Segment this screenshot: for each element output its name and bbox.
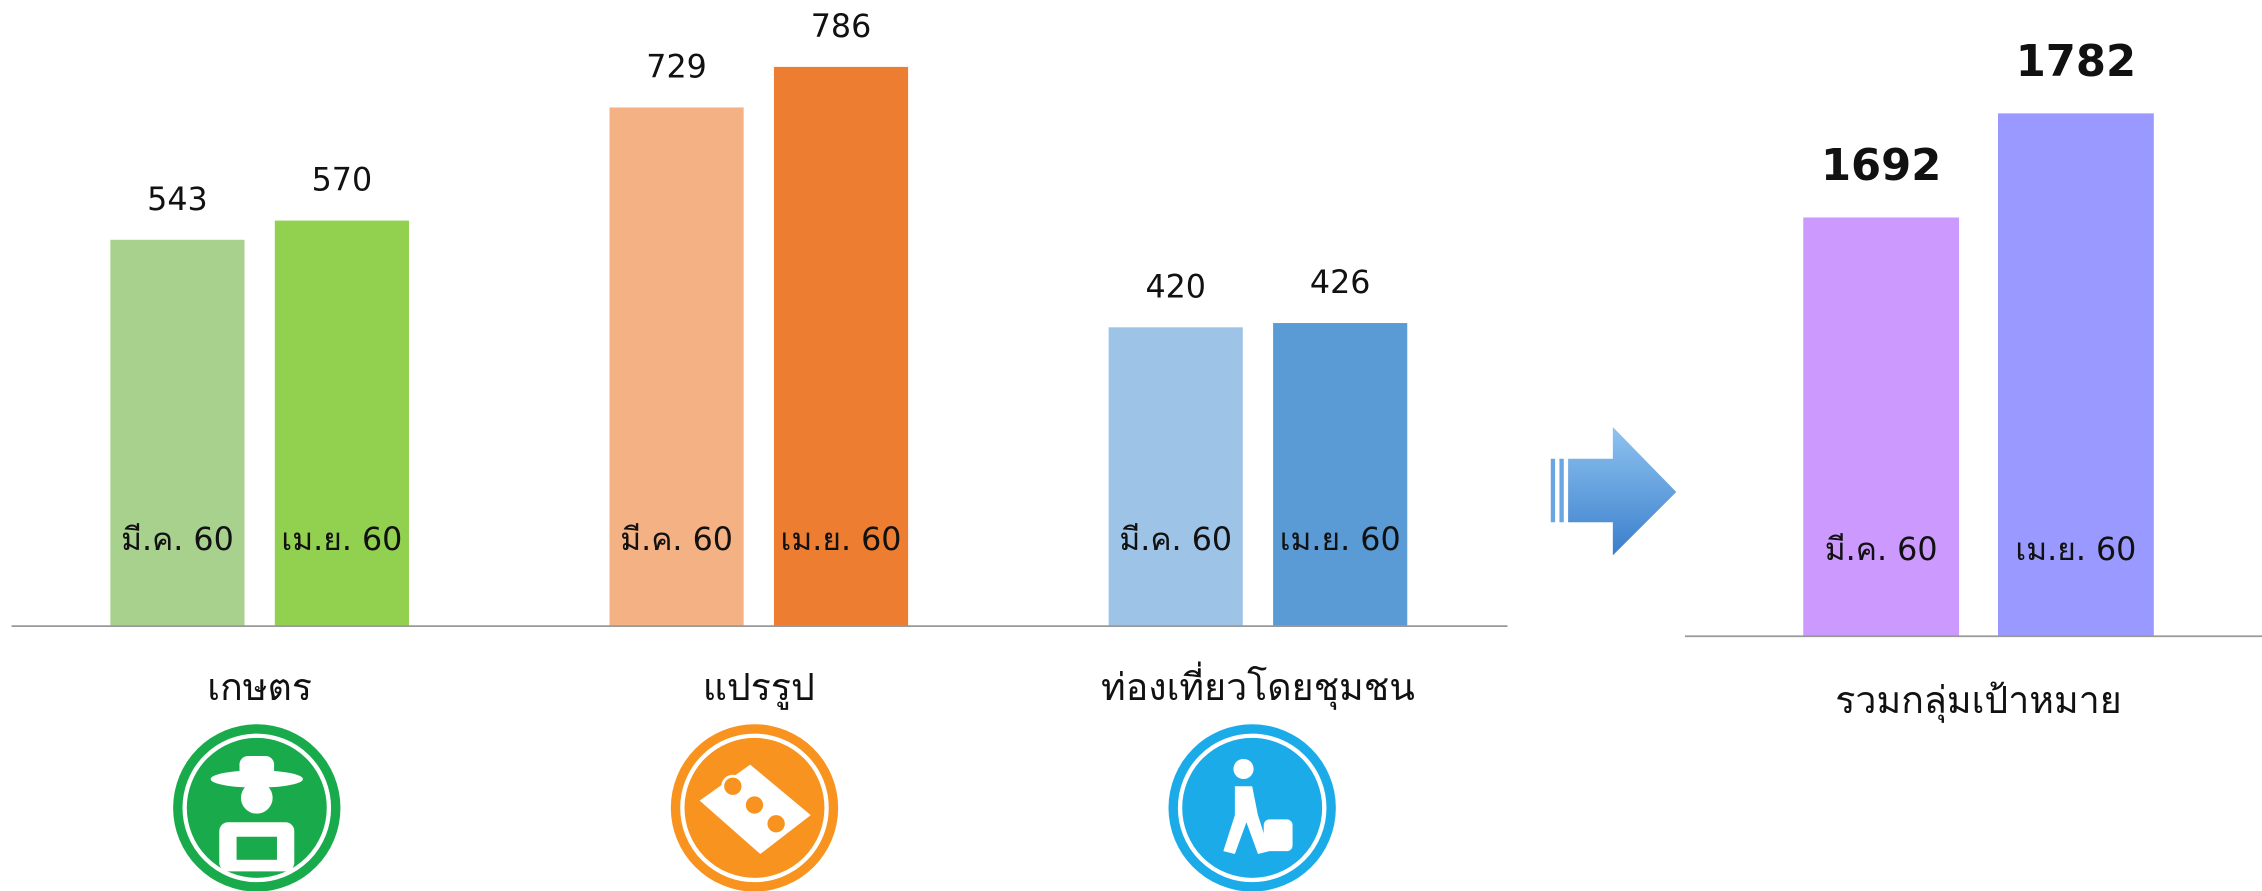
value-label: 420: [1145, 269, 1206, 305]
category-label: เกษตร: [207, 665, 312, 709]
value-label: 570: [312, 163, 373, 199]
bar: [773, 66, 909, 627]
series-label: เม.ย. 60: [281, 522, 402, 558]
series-label: เม.ย. 60: [781, 522, 902, 558]
farmer-icon: [173, 724, 341, 891]
tourism-icon: [1168, 724, 1336, 891]
bar: [274, 220, 409, 627]
value-label: 543: [147, 182, 208, 218]
bar: [1803, 217, 1960, 637]
bar: [110, 239, 245, 627]
series-label: มี.ค. 60: [1825, 532, 1938, 568]
series-label: เม.ย. 60: [1280, 522, 1401, 558]
bar: [609, 107, 744, 627]
value-label: 1782: [2016, 37, 2136, 87]
charts: 543 มี.ค. 60 570 เม.ย. 60 เกษตร 729 มี.ค. 60 78…: [11, 9, 2262, 723]
category-label: ท่องเที่ยวโดยชุมชน: [1101, 661, 1415, 710]
bar: [1108, 327, 1243, 627]
category-label: แปรรูป: [703, 665, 815, 710]
series-label: เม.ย. 60: [2015, 532, 2136, 568]
bar: [1998, 113, 2154, 637]
arrow: [1550, 427, 1677, 556]
bar: [1273, 323, 1408, 627]
series-label: มี.ค. 60: [121, 522, 234, 558]
processing-icon: [670, 724, 839, 891]
series-label: มี.ค. 60: [620, 522, 733, 558]
category-label: รวมกลุ่มเป้าหมาย: [1835, 678, 2121, 723]
value-label: 786: [811, 9, 872, 45]
series-label: มี.ค. 60: [1119, 522, 1232, 558]
value-label: 1692: [1821, 141, 1941, 191]
value-label: 729: [646, 50, 707, 86]
value-label: 426: [1310, 265, 1371, 301]
